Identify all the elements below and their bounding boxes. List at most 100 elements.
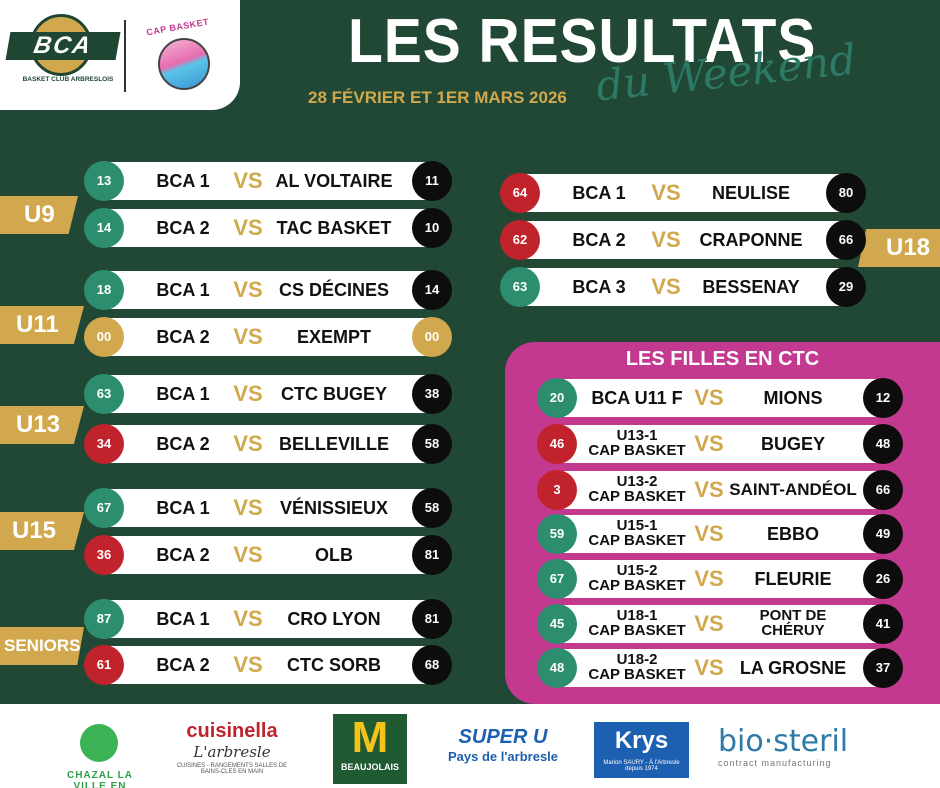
bca-logo: BCA BASKET CLUB ARBRESLOIS (5, 14, 121, 83)
home-team-line-1: U18-1 (616, 607, 658, 624)
vs-label: VS (694, 477, 724, 502)
logo-panel: BCA BASKET CLUB ARBRESLOIS CAP BASKET (0, 0, 240, 110)
home-team: BCA 2 (156, 218, 210, 238)
home-score: 87 (84, 599, 124, 639)
match-row: 48 U18-2 CAP BASKET VS LA GROSNE 37 (537, 648, 903, 688)
bca-logo-subtitle: BASKET CLUB ARBRESLOIS (22, 76, 114, 83)
away-score: 81 (412, 599, 452, 639)
match-row: 3 U13-2 CAP BASKET VS SAINT-ANDÉOL 66 (537, 470, 903, 510)
vs-label: VS (233, 542, 263, 567)
match-row: 00 BCA 2 VS EXEMPT 00 (84, 317, 452, 357)
vs-label: VS (694, 611, 724, 636)
home-score: 45 (537, 604, 577, 644)
home-team: U15-2 CAP BASKET (583, 560, 691, 598)
sponsor-biosteril: bio·steril contract manufacturing (718, 726, 888, 776)
home-score: 36 (84, 535, 124, 575)
match-row: 67 U15-2 CAP BASKET VS FLEURIE 26 (537, 559, 903, 599)
away-score: 48 (863, 424, 903, 464)
category-label-seniors: SENIORS (0, 627, 84, 665)
home-team-line-2: CAP BASKET (588, 442, 686, 459)
away-score: 10 (412, 208, 452, 248)
away-score: 38 (412, 374, 452, 414)
away-team: PONT DE CHÉRUY (729, 605, 857, 643)
vs-label: VS (651, 180, 681, 205)
home-team: BCA 2 (156, 545, 210, 565)
sponsor-mcdonalds-sub: BEAUJOLAIS (340, 762, 399, 772)
home-team-line-2: CAP BASKET (588, 577, 686, 594)
match-row: 45 U18-1 CAP BASKET VS PONT DE CHÉRUY 41 (537, 604, 903, 644)
match-row: 46 U13-1 CAP BASKET VS BUGEY 48 (537, 424, 903, 464)
away-score: 49 (863, 514, 903, 554)
home-team: BCA 2 (156, 327, 210, 347)
away-score: 12 (863, 378, 903, 418)
away-score: 14 (412, 270, 452, 310)
vs-label: VS (233, 381, 263, 406)
away-score: 81 (412, 535, 452, 575)
home-score: 67 (84, 488, 124, 528)
home-team: BCA 1 (156, 280, 210, 300)
home-score: 14 (84, 208, 124, 248)
category-label-u11: U11 (0, 306, 84, 344)
home-team: BCA 3 (572, 277, 626, 297)
sponsor-cuisinella-town: L'arbresle (193, 743, 271, 761)
home-score: 63 (84, 374, 124, 414)
home-team: BCA 1 (156, 609, 210, 629)
category-label-u15: U15 (0, 512, 84, 550)
vs-label: VS (694, 521, 724, 546)
home-score: 18 (84, 270, 124, 310)
away-team: TAC BASKET (276, 218, 392, 238)
category-label-u18: U18 (858, 229, 940, 267)
away-score: 37 (863, 648, 903, 688)
away-team: CS DÉCINES (278, 280, 390, 300)
vs-label: VS (694, 385, 724, 410)
home-team: U13-2 CAP BASKET (583, 471, 691, 509)
match-row: 64 BCA 1 VS NEULISE 80 (500, 173, 866, 213)
bca-logo-text: BCA (5, 32, 121, 60)
away-score: 58 (412, 424, 452, 464)
sponsor-krys-sub: Marion SAURY - À l'Arbresle depuis 1974 (603, 760, 680, 772)
sponsor-chazal-text: CHAZAL LA VILLE EN VERT (66, 770, 134, 788)
ctc-panel: LES FILLES EN CTC 20 BCA U11 F VS MIONS … (505, 342, 940, 704)
away-score: 66 (863, 470, 903, 510)
sponsor-cuisinella-tagline: CUISINES - RANGEMENTS SALLES DE BAINS-CL… (176, 763, 288, 775)
cap-basket-label: CAP BASKET (145, 16, 210, 38)
match-row: 20 BCA U11 F VS MIONS 12 (537, 378, 903, 418)
away-team: AL VOLTAIRE (275, 171, 393, 191)
away-team: CRO LYON (287, 609, 381, 629)
away-team: CTC BUGEY (280, 384, 387, 404)
away-team: CTC SORB (287, 655, 381, 675)
home-team: BCA 1 (572, 183, 626, 203)
vs-label: VS (233, 495, 263, 520)
home-team-line-2: CAP BASKET (588, 532, 686, 549)
away-team: MIONS (763, 388, 823, 408)
away-team: VÉNISSIEUX (279, 498, 389, 518)
home-team-line-2: CAP BASKET (588, 666, 686, 683)
category-label-u13: U13 (0, 406, 84, 444)
home-team: U15-1 CAP BASKET (583, 515, 691, 553)
home-score: 67 (537, 559, 577, 599)
home-score: 64 (500, 173, 540, 213)
vs-label: VS (694, 655, 724, 680)
away-team: BESSENAY (702, 277, 800, 297)
away-team: NEULISE (711, 183, 790, 203)
home-team: BCA 1 (156, 384, 210, 404)
page-title: LES RESULTATS (348, 7, 817, 76)
away-team: BUGEY (760, 434, 825, 454)
home-team-line-1: U18-2 (616, 651, 658, 668)
away-score: 26 (863, 559, 903, 599)
home-score: 46 (537, 424, 577, 464)
sponsor-cuisinella-name: cuisinella (186, 720, 278, 742)
vs-label: VS (233, 431, 263, 456)
sponsor-krys: Krys Marion SAURY - À l'Arbresle depuis … (594, 722, 689, 778)
home-score: 34 (84, 424, 124, 464)
home-team-line-1: U13-2 (616, 473, 658, 490)
match-row: 67 BCA 1 VS VÉNISSIEUX 58 (84, 488, 452, 528)
sponsor-superu: SUPER U Pays de l'arbresle (444, 726, 562, 770)
away-score: 29 (826, 267, 866, 307)
home-score: 3 (537, 470, 577, 510)
sponsor-cuisinella: cuisinella L'arbresle CUISINES - RANGEME… (170, 710, 294, 782)
home-team: BCA 2 (572, 230, 626, 250)
sponsor-biosteril-name: bio·steril (718, 724, 849, 759)
vs-label: VS (233, 277, 263, 302)
vs-label: VS (694, 431, 724, 456)
